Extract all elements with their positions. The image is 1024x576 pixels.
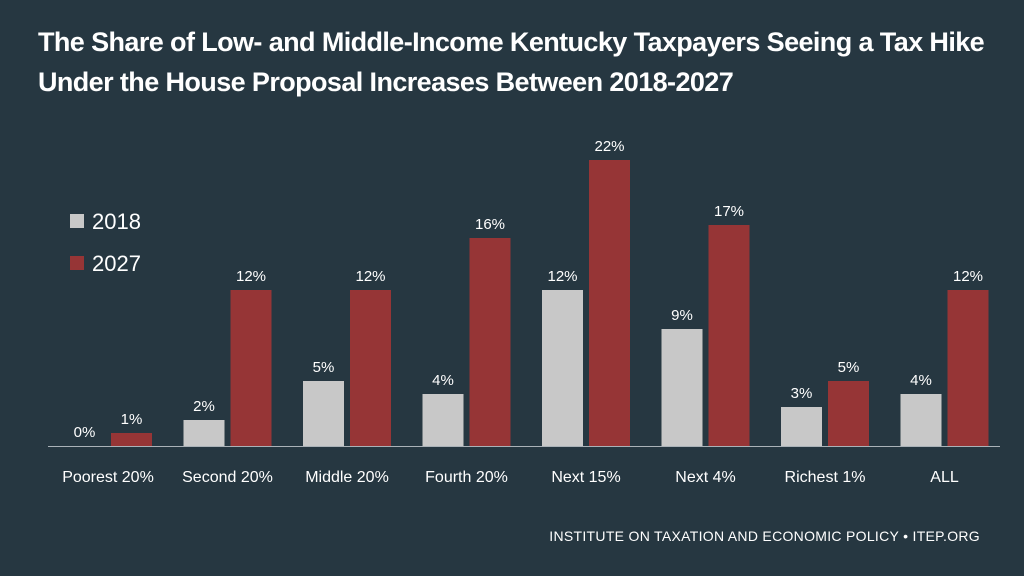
bar-2027-poorest-20 [111,433,152,446]
bar-2027-fourth-20 [469,238,511,446]
x-tick-label: Poorest 20% [62,469,154,486]
data-label: 12% [547,268,577,285]
bar-2018-middle-20 [303,381,344,446]
legend-label-2027: 2027 [92,251,141,276]
bar-2018-fourth-20 [422,394,464,446]
bar-2027-richest-1 [828,381,869,446]
data-label: 12% [236,268,266,285]
legend-swatch-2018 [70,214,84,228]
bar-2018-next-4 [661,329,703,446]
legend-swatch-2027 [70,256,84,270]
bar-2018-next-15 [542,290,583,446]
data-label: 16% [475,216,505,233]
x-tick-label: Fourth 20% [425,469,508,486]
source-credit: INSTITUTE ON TAXATION AND ECONOMIC POLIC… [549,528,980,544]
chart-title-line-2: Under the House Proposal Increases Betwe… [38,67,734,97]
bar-2018-second-20 [183,420,225,446]
data-label: 2% [193,398,215,415]
data-label: 9% [671,307,693,324]
x-tick-label: Next 15% [551,469,620,486]
data-label: 22% [594,138,624,155]
data-label: 12% [355,268,385,285]
x-tick-label: Second 20% [182,469,273,486]
data-label: 4% [432,372,454,389]
bar-2027-next-4 [708,225,750,446]
chart-title: The Share of Low- and Middle-Income Kent… [38,22,998,102]
bar-2018-all [900,394,942,446]
x-tick-label: Middle 20% [305,469,389,486]
data-label: 4% [910,372,932,389]
x-tick-label: Next 4% [675,469,735,486]
x-tick-label: ALL [930,469,959,486]
data-label: 1% [121,411,143,428]
data-label: 12% [953,268,983,285]
data-label: 5% [838,359,860,376]
x-tick-label: Richest 1% [785,469,866,486]
bar-2018-richest-1 [781,407,822,446]
legend-label-2018: 2018 [92,209,141,234]
bar-2027-next-15 [589,160,630,446]
data-label: 0% [74,424,96,441]
data-label: 5% [313,359,335,376]
data-label: 17% [714,203,744,220]
bar-2027-middle-20 [350,290,391,446]
bar-2027-all [947,290,989,446]
chart-title-line-1: The Share of Low- and Middle-Income Kent… [38,27,985,57]
data-label: 3% [791,385,813,402]
bar-2027-second-20 [230,290,272,446]
